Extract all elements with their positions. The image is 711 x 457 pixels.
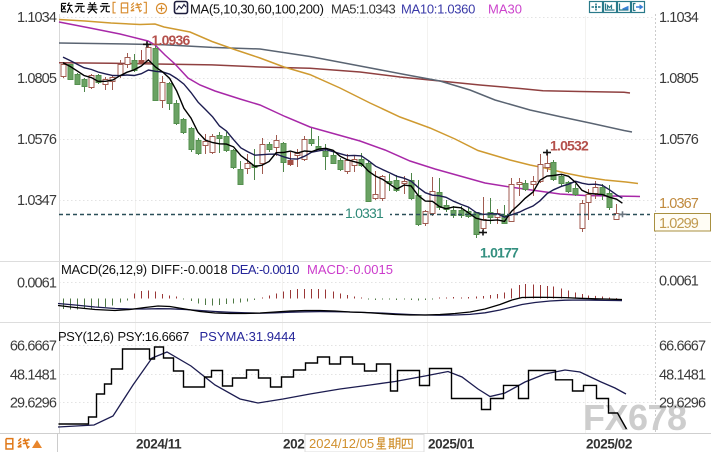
svg-text:66.6667: 66.6667 (10, 339, 57, 355)
svg-text:29.6296: 29.6296 (10, 396, 57, 412)
svg-text:2025/02: 2025/02 (586, 437, 632, 452)
svg-text:1.0532: 1.0532 (550, 138, 589, 154)
svg-text:MA10:1.0360: MA10:1.0360 (401, 2, 475, 17)
svg-text:2024/11: 2024/11 (136, 437, 182, 452)
svg-text:29.6296: 29.6296 (659, 396, 706, 412)
svg-text:PSY:16.6667: PSY:16.6667 (118, 329, 190, 344)
svg-text:1.0331: 1.0331 (345, 205, 384, 221)
svg-text:MACD:-0.0015: MACD:-0.0015 (307, 262, 393, 277)
svg-text:0.0061: 0.0061 (659, 274, 699, 290)
svg-text:MA(5,10,30,60,100,200): MA(5,10,30,60,100,200) (190, 2, 324, 17)
svg-text:1.1034: 1.1034 (17, 10, 57, 26)
svg-text:1.0805: 1.0805 (659, 71, 699, 87)
svg-text:2024/12/05: 2024/12/05 (309, 436, 374, 451)
svg-text:2025/01: 2025/01 (428, 437, 475, 452)
svg-text:MA30: MA30 (488, 2, 522, 17)
svg-text:1.1034: 1.1034 (659, 10, 699, 26)
svg-text:1.0576: 1.0576 (17, 132, 57, 148)
svg-text:MACD(26,12,9): MACD(26,12,9) (61, 262, 147, 277)
svg-text:PSYMA:31.9444: PSYMA:31.9444 (200, 329, 296, 344)
svg-text:DEA:-0.0010: DEA:-0.0010 (231, 262, 299, 277)
svg-text:1.0805: 1.0805 (17, 71, 57, 87)
svg-text:FX678: FX678 (583, 397, 687, 438)
svg-text:0.0061: 0.0061 (17, 276, 57, 292)
svg-text:PSY(12,6): PSY(12,6) (58, 329, 114, 344)
svg-text:66.6667: 66.6667 (659, 339, 706, 355)
svg-text:48.1481: 48.1481 (659, 368, 706, 384)
svg-text:48.1481: 48.1481 (10, 368, 57, 384)
svg-text:1.0299: 1.0299 (659, 216, 699, 232)
svg-text:1.0177: 1.0177 (480, 245, 519, 261)
svg-text:DIFF:-0.0018: DIFF:-0.0018 (151, 262, 228, 277)
svg-text:1.0576: 1.0576 (659, 132, 699, 148)
svg-text:1.0347: 1.0347 (17, 193, 57, 209)
svg-text:MA5:1.0343: MA5:1.0343 (331, 2, 395, 17)
svg-text:1.0367: 1.0367 (659, 196, 699, 212)
svg-text:1.0936: 1.0936 (152, 32, 191, 48)
